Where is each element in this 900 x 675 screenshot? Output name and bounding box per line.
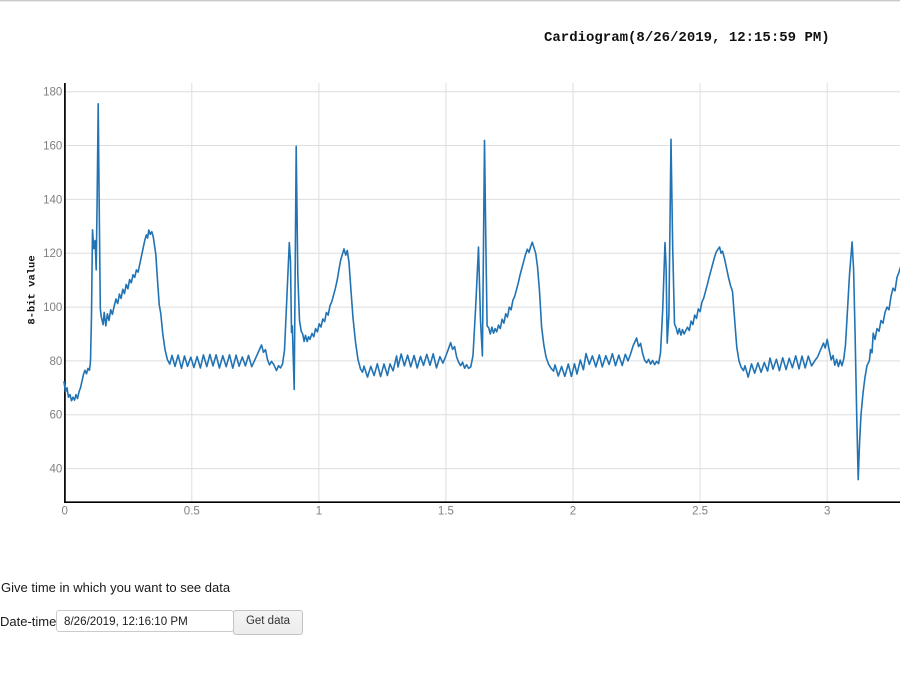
svg-text:160: 160 (43, 141, 62, 153)
svg-text:Cardiogram(8/26/2019, 12:15:59: Cardiogram(8/26/2019, 12:15:59 PM) (544, 30, 830, 46)
svg-text:8-bit value: 8-bit value (27, 255, 39, 324)
svg-text:140: 140 (43, 194, 62, 206)
svg-text:1.5: 1.5 (438, 506, 454, 518)
svg-text:1: 1 (316, 506, 322, 518)
svg-text:0.5: 0.5 (184, 506, 200, 518)
svg-text:0: 0 (61, 506, 67, 518)
svg-text:40: 40 (50, 464, 63, 476)
svg-text:180: 180 (43, 87, 62, 99)
svg-text:100: 100 (43, 302, 62, 314)
svg-text:2: 2 (570, 506, 576, 518)
svg-text:3: 3 (824, 506, 830, 518)
svg-text:60: 60 (50, 410, 63, 422)
svg-text:120: 120 (43, 248, 62, 260)
svg-text:80: 80 (50, 356, 63, 368)
svg-text:2.5: 2.5 (692, 506, 708, 518)
